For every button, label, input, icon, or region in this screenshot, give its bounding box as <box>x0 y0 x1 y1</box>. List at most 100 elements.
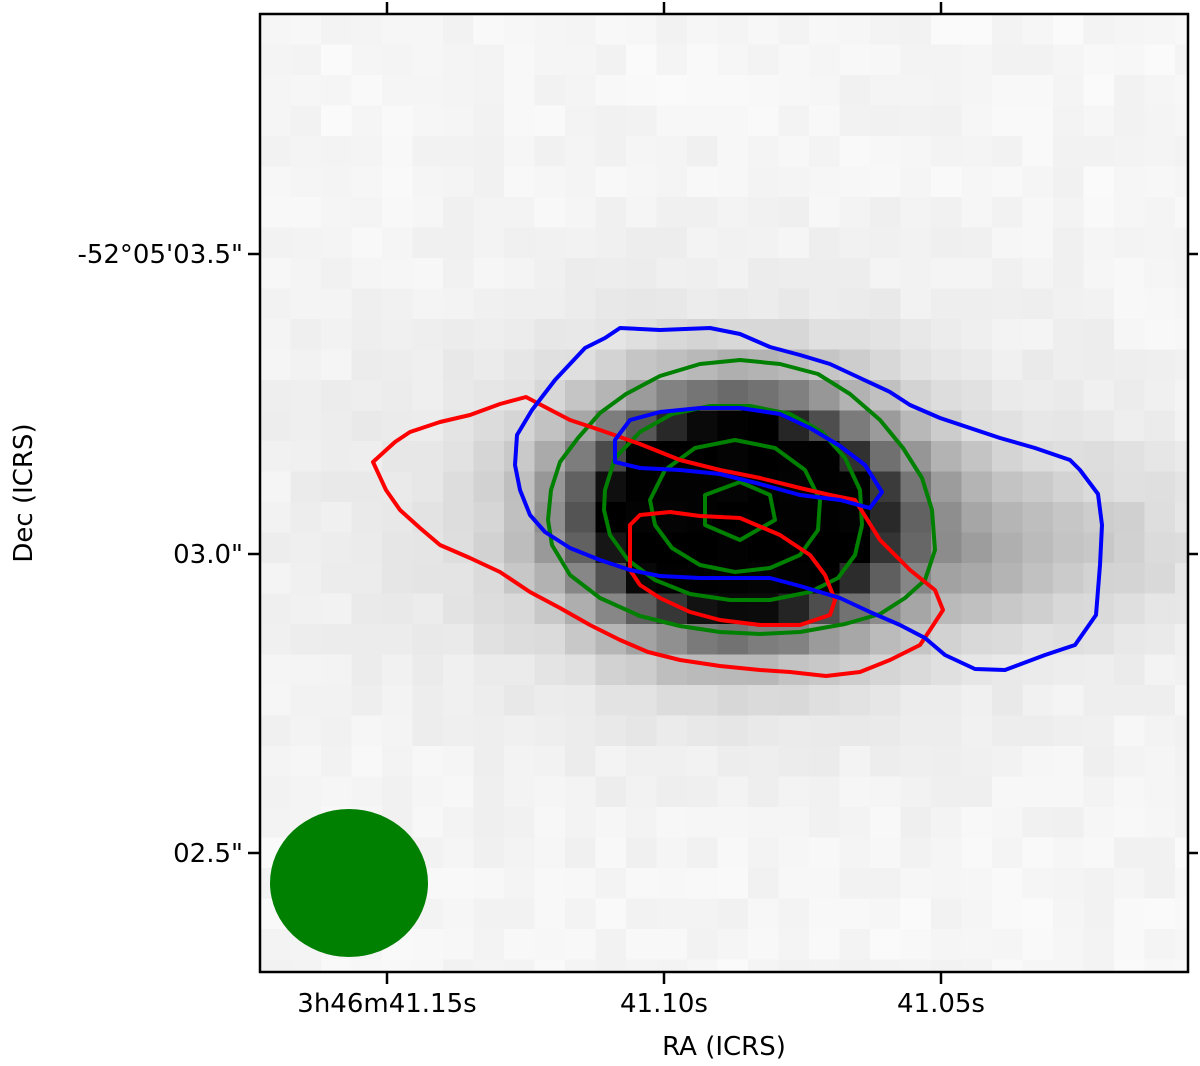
image-pixel <box>412 349 444 381</box>
image-pixel <box>992 624 1024 656</box>
image-pixel <box>1053 471 1085 503</box>
red-contour-2 <box>628 510 837 627</box>
image-pixel <box>504 746 536 778</box>
image-pixel <box>260 471 292 503</box>
image-pixel <box>687 959 719 972</box>
image-pixel <box>687 227 719 259</box>
image-pixel <box>931 258 963 290</box>
image-pixel <box>443 288 475 320</box>
image-pixel <box>321 14 353 46</box>
image-pixel <box>1083 868 1115 900</box>
image-pixel <box>748 837 780 869</box>
image-pixel <box>870 166 902 198</box>
image-pixel <box>900 929 932 961</box>
image-pixel <box>534 624 566 656</box>
image-pixel <box>656 319 688 351</box>
image-pixel <box>992 441 1024 473</box>
image-pixel <box>1022 776 1054 808</box>
image-pixel <box>351 166 383 198</box>
image-pixel <box>1114 319 1146 351</box>
image-pixel <box>595 44 627 76</box>
image-pixel <box>1053 837 1085 869</box>
image-pixel <box>382 746 414 778</box>
image-pixel <box>412 929 444 961</box>
image-pixel <box>1144 837 1176 869</box>
image-pixel <box>961 14 993 46</box>
image-pixel <box>1114 380 1146 412</box>
image-pixel <box>1083 776 1115 808</box>
image-pixel <box>473 105 505 137</box>
image-pixel <box>473 349 505 381</box>
image-pixel <box>961 105 993 137</box>
image-pixel <box>1053 410 1085 442</box>
image-pixel <box>870 471 902 503</box>
image-pixel <box>290 746 322 778</box>
image-pixel <box>1175 685 1188 717</box>
image-pixel <box>260 105 292 137</box>
image-pixel <box>473 75 505 107</box>
image-pixel <box>870 136 902 168</box>
image-pixel <box>778 715 810 747</box>
image-pixel <box>534 105 566 137</box>
image-pixel <box>717 75 749 107</box>
image-pixel <box>1114 44 1146 76</box>
image-pixel <box>473 624 505 656</box>
image-pixel <box>382 624 414 656</box>
image-pixel <box>870 654 902 686</box>
image-pixel <box>1175 227 1188 259</box>
image-pixel <box>1053 380 1085 412</box>
image-pixel <box>382 563 414 595</box>
image-pixel <box>931 380 963 412</box>
image-pixel <box>900 197 932 229</box>
image-pixel <box>565 471 597 503</box>
image-pixel <box>504 14 536 46</box>
image-pixel <box>321 166 353 198</box>
image-pixel <box>504 136 536 168</box>
image-pixel <box>961 44 993 76</box>
image-pixel <box>1175 898 1188 930</box>
image-pixel <box>1022 959 1054 972</box>
image-pixel <box>992 471 1024 503</box>
image-pixel <box>748 959 780 972</box>
image-pixel <box>961 75 993 107</box>
image-pixel <box>809 685 841 717</box>
image-pixel <box>565 929 597 961</box>
image-pixel <box>839 14 871 46</box>
image-pixel <box>351 959 383 972</box>
image-pixel <box>260 258 292 290</box>
image-pixel <box>565 44 597 76</box>
image-pixel <box>1083 746 1115 778</box>
image-pixel <box>1144 105 1176 137</box>
image-pixel <box>656 75 688 107</box>
image-pixel <box>931 75 963 107</box>
y-tick-label-2: 03.0" <box>173 540 243 570</box>
image-pixel <box>992 44 1024 76</box>
image-pixel <box>656 807 688 839</box>
image-pixel <box>992 959 1024 972</box>
image-pixel <box>809 105 841 137</box>
image-pixel <box>656 746 688 778</box>
image-pixel <box>900 685 932 717</box>
image-pixel <box>961 349 993 381</box>
image-pixel <box>260 166 292 198</box>
image-pixel <box>443 14 475 46</box>
image-pixel <box>1114 715 1146 747</box>
image-pixel <box>1022 929 1054 961</box>
image-pixel <box>260 959 292 972</box>
image-pixel <box>290 105 322 137</box>
image-pixel <box>992 929 1024 961</box>
image-pixel <box>382 471 414 503</box>
image-pixel <box>870 807 902 839</box>
image-pixel <box>992 532 1024 564</box>
image-pixel <box>626 685 658 717</box>
image-pixel <box>1144 715 1176 747</box>
image-pixel <box>565 868 597 900</box>
image-pixel <box>382 776 414 808</box>
image-pixel <box>992 898 1024 930</box>
image-pixel <box>717 715 749 747</box>
image-pixel <box>1022 502 1054 534</box>
image-area <box>260 14 1188 972</box>
image-pixel <box>473 502 505 534</box>
image-pixel <box>565 685 597 717</box>
image-pixel <box>870 75 902 107</box>
